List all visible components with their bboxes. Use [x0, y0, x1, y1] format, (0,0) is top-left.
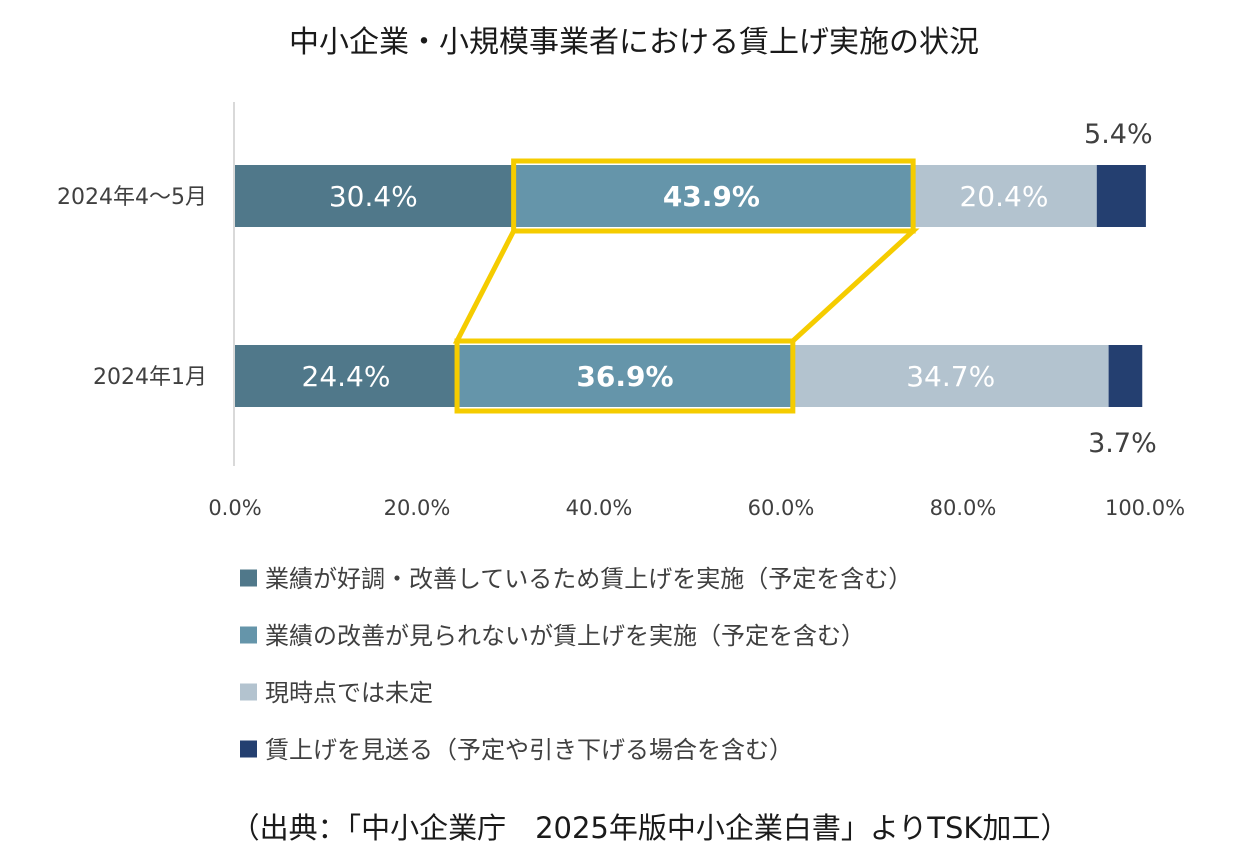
bar-segment: [235, 165, 512, 227]
data-label: 36.9%: [576, 360, 673, 393]
legend-label: 賃上げを見送る（予定や引き下げる場合を含む）: [265, 736, 793, 764]
source-note: （出典：「中小企業庁 2025年版中小企業白書」よりTSK加工）: [231, 811, 1070, 845]
highlight-box: [454, 338, 796, 414]
bar-segment: [235, 345, 458, 407]
data-label: 43.9%: [663, 180, 760, 213]
legend-label: 現時点では未定: [265, 679, 433, 707]
x-tick-label: 100.0%: [1105, 496, 1185, 520]
data-label: 24.4%: [302, 360, 391, 393]
legend-swatch: [240, 740, 257, 758]
x-tick-label: 40.0%: [566, 496, 633, 520]
chart-title: 中小企業・小規模事業者における賃上げ実施の状況: [289, 25, 979, 60]
data-label: 30.4%: [329, 180, 418, 213]
data-label: 34.7%: [906, 360, 995, 393]
legend-swatch: [240, 683, 257, 701]
bar-segment: [911, 165, 1097, 227]
highlight-layer: [452, 158, 920, 414]
x-tick-label: 0.0%: [208, 496, 261, 520]
category-label: 2024年1月: [93, 365, 207, 390]
bar-segment: [792, 345, 1109, 407]
legend-swatch: [240, 626, 257, 644]
bar-segment: [457, 345, 793, 407]
legend-label: 業績の改善が見られないが賃上げを実施（予定を含む）: [265, 622, 865, 650]
legend-label: 業績が好調・改善しているため賃上げを実施（予定を含む）: [265, 565, 912, 593]
bar-segment: [1096, 165, 1146, 227]
x-tick-label: 60.0%: [748, 496, 815, 520]
legend: 業績が好調・改善しているため賃上げを実施（予定を含む） 業績の改善が見られないが賃…: [240, 565, 912, 764]
legend-swatch: [240, 569, 257, 587]
bars-layer: [235, 165, 1146, 407]
bar-segment: [511, 165, 912, 227]
data-label: 3.7%: [1088, 428, 1157, 459]
highlight-connector: [452, 228, 920, 344]
x-tick-label: 80.0%: [930, 496, 997, 520]
data-label: 20.4%: [959, 180, 1048, 213]
category-labels-layer: 2024年4～5月 2024年1月: [57, 185, 207, 390]
category-label: 2024年4～5月: [57, 185, 207, 210]
data-labels-layer: 30.4% 24.4% 43.9% 36.9% 20.4% 34.7% 5.4% 3.7%: [302, 119, 1157, 459]
highlight-box: [511, 158, 916, 234]
x-axis-ticks-layer: 0.0% 20.0% 40.0% 60.0% 80.0% 100.0%: [208, 496, 1185, 520]
x-tick-label: 20.0%: [384, 496, 451, 520]
data-label: 5.4%: [1084, 119, 1153, 150]
bar-segment: [1108, 345, 1143, 407]
